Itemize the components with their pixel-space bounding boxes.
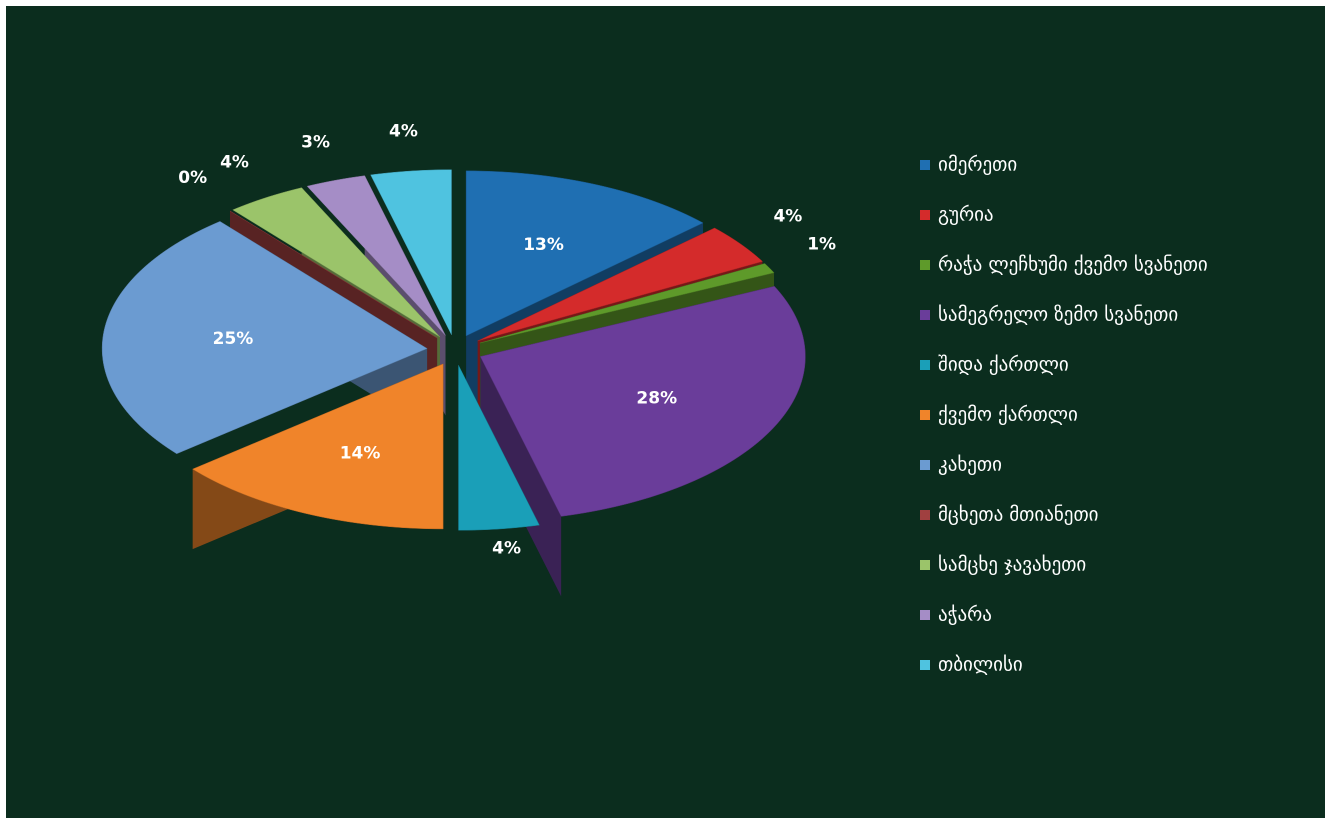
legend-label: შიდა ქართლი xyxy=(938,354,1069,376)
legend-swatch xyxy=(920,610,930,620)
slice-top xyxy=(479,263,775,344)
slice-top xyxy=(306,175,446,336)
data-label: 4% xyxy=(389,122,418,142)
legend-swatch xyxy=(920,560,930,570)
data-label: 4% xyxy=(492,538,521,558)
data-label: 28% xyxy=(636,389,677,409)
legend-swatch xyxy=(920,310,930,320)
legend-label: სამეგრელო ზემო სვანეთი xyxy=(938,304,1178,326)
data-label: 25% xyxy=(213,329,254,349)
data-label: 4% xyxy=(773,207,802,227)
legend-swatch xyxy=(920,260,930,270)
legend-swatch xyxy=(920,360,930,370)
legend-label: თბილისი xyxy=(938,654,1023,676)
legend-label: გურია xyxy=(938,204,994,226)
legend-swatch xyxy=(920,210,930,220)
data-label: 3% xyxy=(301,132,330,152)
legend-swatch xyxy=(920,510,930,520)
data-label: 0% xyxy=(178,168,207,188)
legend-swatch xyxy=(920,460,930,470)
data-label: 1% xyxy=(807,235,836,255)
data-label: 4% xyxy=(220,153,249,173)
slice xyxy=(479,286,806,597)
legend-swatch xyxy=(920,660,930,670)
slice xyxy=(458,365,540,611)
slice xyxy=(192,363,444,609)
data-label: 14% xyxy=(340,444,381,464)
legend-label: ქვემო ქართლი xyxy=(938,404,1078,426)
legend-label: რაჭა ლეჩხუმი ქვემო სვანეთი xyxy=(938,254,1208,276)
legend-swatch xyxy=(920,160,930,170)
slice-top xyxy=(479,286,806,517)
slice-top xyxy=(192,363,444,530)
legend-label: აჭარა xyxy=(938,604,992,626)
slice xyxy=(306,175,446,416)
legend-swatch xyxy=(920,410,930,420)
slice-top xyxy=(370,169,452,335)
legend-label: მცხეთა მთიანეთი xyxy=(938,504,1099,526)
slice-top xyxy=(101,221,428,455)
legend-label: სამცხე ჯავახეთი xyxy=(938,554,1086,576)
slice xyxy=(370,169,452,415)
data-label: 13% xyxy=(523,235,564,255)
slice-top xyxy=(477,227,763,342)
slice-top xyxy=(465,170,704,337)
slice xyxy=(101,221,428,534)
legend-label: კახეთი xyxy=(938,454,1002,476)
slice-top xyxy=(232,187,441,338)
slice-top xyxy=(458,365,540,531)
legend-label: იმერეთი xyxy=(938,154,1017,176)
